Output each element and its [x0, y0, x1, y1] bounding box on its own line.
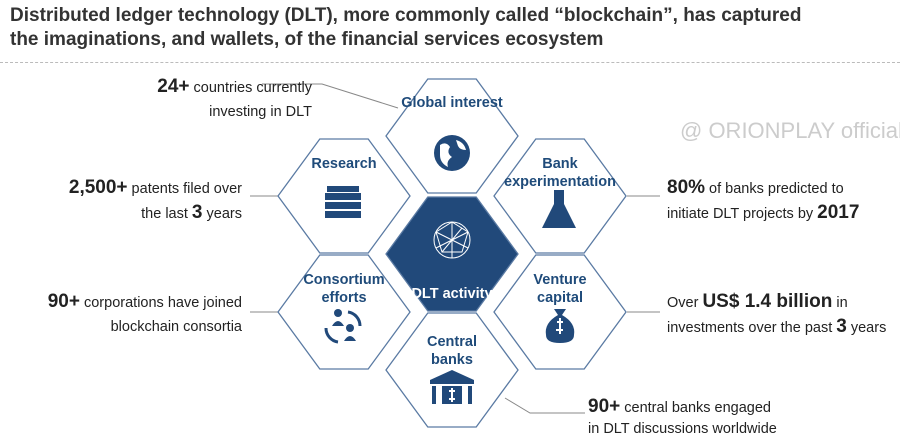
text: blockchain consortia: [110, 319, 242, 335]
network-globe-icon: [433, 221, 471, 259]
connector-global: [262, 83, 399, 109]
stat: 90+: [47, 291, 80, 312]
icons: [324, 135, 576, 404]
stat: 80%: [667, 177, 706, 198]
divider: [0, 62, 900, 63]
page-title: Distributed ledger technology (DLT), mor…: [10, 4, 890, 52]
hex-global-label: Global interest: [401, 95, 503, 111]
globe-icon: [434, 135, 470, 171]
note-global: 24+ countries currently investing in DLT: [52, 75, 312, 124]
connectors: [250, 83, 660, 414]
hex-research-label: Research: [311, 156, 377, 172]
bank-building-icon: [430, 370, 474, 404]
title-line-1: Distributed ledger technology (DLT), mor…: [10, 5, 802, 26]
hex-consortium-label: Consortium efforts: [303, 272, 385, 306]
text: patents filed over: [127, 181, 242, 197]
text: Over: [667, 295, 703, 311]
text: investing in DLT: [209, 104, 312, 120]
text: central banks engaged: [620, 400, 771, 416]
hex-bank-label: Bank experimentation: [504, 156, 616, 190]
text: the last: [141, 206, 192, 222]
text: years: [202, 206, 242, 222]
stat: 3: [191, 202, 203, 223]
note-venture: Over US$ 1.4 billion in investments over…: [667, 290, 899, 340]
stat: 2017: [817, 202, 860, 223]
stat: 2,500+: [68, 177, 128, 198]
text: in: [832, 295, 848, 311]
stat: 3: [836, 316, 847, 337]
people-cycle-icon: [324, 309, 362, 344]
connector-central: [504, 397, 585, 414]
books-icon: [325, 186, 361, 218]
note-central: 90+ central banks engaged in DLT discuss…: [588, 396, 888, 440]
note-research: 2,500+ patents filed over the last 3 yea…: [2, 176, 242, 226]
stat: US$ 1.4 billion: [702, 291, 833, 312]
title-line-2: the imaginations, and wallets, of the fi…: [10, 29, 604, 50]
text: countries currently: [189, 80, 312, 96]
center-label: DLT activity: [411, 286, 493, 302]
note-consortium: 90+ corporations have joined blockchain …: [0, 290, 242, 339]
text: years: [846, 320, 887, 336]
text: investments over the past: [667, 320, 837, 336]
stat: 24+: [157, 76, 190, 97]
text: corporations have joined: [79, 295, 242, 311]
watermark: @ ORIONPLAY official: [680, 118, 900, 143]
hex-central-label: Central banks: [427, 334, 477, 368]
flask-icon: [542, 190, 576, 228]
money-bag-icon: [545, 309, 575, 343]
note-bank: 80% of banks predicted to initiate DLT p…: [667, 176, 897, 226]
hex-venture-label: Venture capital: [533, 272, 587, 306]
hex-consortium: [277, 254, 411, 370]
text: of banks predicted to: [705, 181, 844, 197]
text: initiate DLT projects by: [667, 206, 818, 222]
stat: 90+: [588, 396, 621, 417]
text: in DLT discussions worldwide: [588, 421, 777, 437]
